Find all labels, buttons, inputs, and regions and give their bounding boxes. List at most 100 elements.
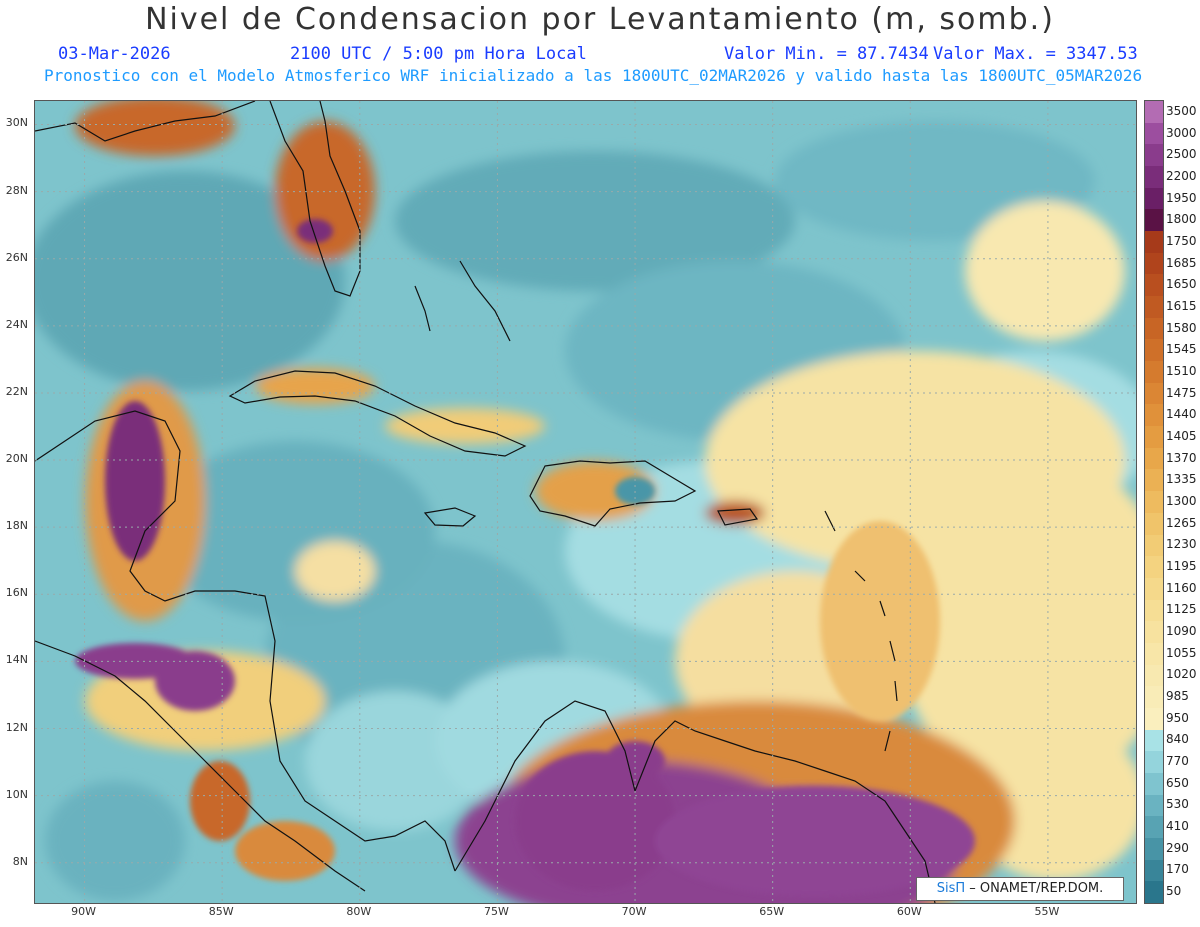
lesser-antilles-coast	[824, 510, 898, 752]
colorbar-swatch	[1145, 404, 1163, 427]
lon-tick-label: 80W	[346, 905, 372, 918]
forecast-info: Pronostico con el Modelo Atmosferico WRF…	[44, 66, 1143, 85]
jamaica-coast	[423, 507, 477, 527]
coastlines	[35, 101, 936, 903]
credit-text: – ONAMET/REP.DOM.	[965, 881, 1104, 896]
lat-tick-label: 16N	[5, 586, 28, 600]
colorbar-swatch	[1145, 426, 1163, 449]
colorbar-label: 50	[1166, 884, 1182, 899]
map-canvas[interactable]	[35, 101, 1136, 903]
colorbar-swatch	[1145, 556, 1163, 579]
colorbar-swatch	[1145, 534, 1163, 557]
florida-coast	[269, 101, 361, 297]
lat-tick-label: 20N	[5, 452, 28, 466]
colorbar-swatch	[1145, 837, 1163, 861]
map-panel[interactable]	[34, 100, 1137, 904]
central-america-coast	[35, 410, 456, 872]
credit-brand: SisΠ	[936, 881, 966, 896]
colorbar-label: 1160	[1166, 580, 1197, 595]
south-america-coast	[454, 700, 936, 903]
lat-tick-label: 18N	[5, 519, 28, 533]
graticule	[35, 101, 1136, 903]
colorbar-swatch	[1145, 491, 1163, 514]
colorbar-label: 1615	[1166, 298, 1197, 313]
colorbar-label: 1475	[1166, 385, 1197, 400]
lat-tick-label: 8N	[12, 854, 28, 868]
colorbar-label: 1510	[1166, 363, 1197, 378]
colorbar-swatch	[1145, 144, 1163, 167]
lon-tick-label: 75W	[483, 905, 509, 918]
puerto-rico-coast	[717, 508, 759, 526]
colorbar-swatch	[1145, 772, 1163, 796]
colorbar-label: 3000	[1166, 125, 1197, 140]
colorbar-swatch	[1145, 816, 1163, 839]
colorbar-swatch	[1145, 469, 1163, 492]
colorbar-swatch	[1145, 751, 1163, 774]
forecast-date: 03-Mar-2026	[58, 44, 171, 64]
colorbar-swatch	[1145, 599, 1163, 622]
colorbar-swatch	[1145, 231, 1163, 254]
colorbar-swatch	[1145, 166, 1163, 189]
colorbar-label: 1750	[1166, 233, 1197, 248]
colorbar-label: 3500	[1166, 103, 1197, 118]
colorbar-label: 1405	[1166, 428, 1197, 443]
colorbar-label: 1125	[1166, 602, 1197, 617]
colorbar-label: 290	[1166, 840, 1189, 855]
colorbar-swatch	[1145, 382, 1163, 405]
lat-tick-label: 26N	[5, 250, 28, 264]
colorbar-label: 1055	[1166, 645, 1197, 660]
colorbar	[1144, 100, 1164, 904]
lat-tick-label: 12N	[5, 720, 28, 734]
colorbar-swatch	[1145, 447, 1163, 470]
colorbar-label: 1370	[1166, 450, 1197, 465]
colorbar-label: 1265	[1166, 515, 1197, 530]
map-title: Nivel de Condensacion por Levantamiento …	[145, 2, 1055, 37]
colorbar-swatch	[1145, 577, 1163, 601]
colorbar-swatch	[1145, 209, 1163, 232]
cuba-coast	[228, 370, 527, 457]
colorbar-label: 1440	[1166, 407, 1197, 422]
credit-box: SisΠ – ONAMET/REP.DOM.	[916, 877, 1124, 901]
colorbar-label: 1230	[1166, 537, 1197, 552]
colorbar-swatch	[1145, 664, 1163, 687]
colorbar-label: 770	[1166, 754, 1189, 769]
colorbar-label: 2200	[1166, 168, 1197, 183]
colorbar-label: 1020	[1166, 667, 1197, 682]
hispaniola-coast	[529, 460, 697, 527]
colorbar-swatch	[1145, 122, 1163, 145]
min-value: Valor Min. = 87.7434	[724, 44, 929, 64]
colorbar-swatch	[1145, 642, 1163, 666]
pacific-coast	[35, 640, 366, 892]
lat-tick-label: 28N	[5, 183, 28, 197]
colorbar-swatch	[1145, 101, 1163, 124]
colorbar-swatch	[1145, 621, 1163, 644]
colorbar-swatch	[1145, 317, 1163, 340]
colorbar-swatch	[1145, 881, 1163, 904]
max-value: Valor Max. = 3347.53	[933, 44, 1138, 64]
colorbar-label: 1685	[1166, 255, 1197, 270]
colorbar-label: 840	[1166, 732, 1189, 747]
colorbar-label: 1545	[1166, 342, 1197, 357]
colorbar-swatch	[1145, 296, 1163, 319]
lat-tick-label: 22N	[5, 384, 28, 398]
colorbar-label: 1650	[1166, 277, 1197, 292]
colorbar-swatch	[1145, 187, 1163, 210]
lon-tick-label: 90W	[71, 905, 96, 918]
colorbar-label: 1800	[1166, 212, 1197, 227]
colorbar-swatch	[1145, 339, 1163, 362]
colorbar-label: 1335	[1166, 472, 1197, 487]
colorbar-swatch	[1145, 859, 1163, 882]
colorbar-swatch	[1145, 361, 1163, 384]
forecast-time: 2100 UTC / 5:00 pm Hora Local	[290, 44, 587, 64]
lon-tick-label: 55W	[1034, 905, 1060, 918]
colorbar-label: 1300	[1166, 494, 1197, 508]
lat-tick-label: 10N	[5, 787, 28, 801]
colorbar-swatch	[1145, 686, 1163, 709]
colorbar-label: 1950	[1166, 190, 1197, 205]
colorbar-label: 170	[1166, 862, 1189, 877]
colorbar-label: 410	[1166, 819, 1189, 834]
colorbar-label: 1580	[1166, 320, 1197, 335]
colorbar-swatch	[1145, 512, 1163, 535]
field-detail	[75, 219, 975, 896]
lon-tick-label: 65W	[759, 905, 785, 918]
